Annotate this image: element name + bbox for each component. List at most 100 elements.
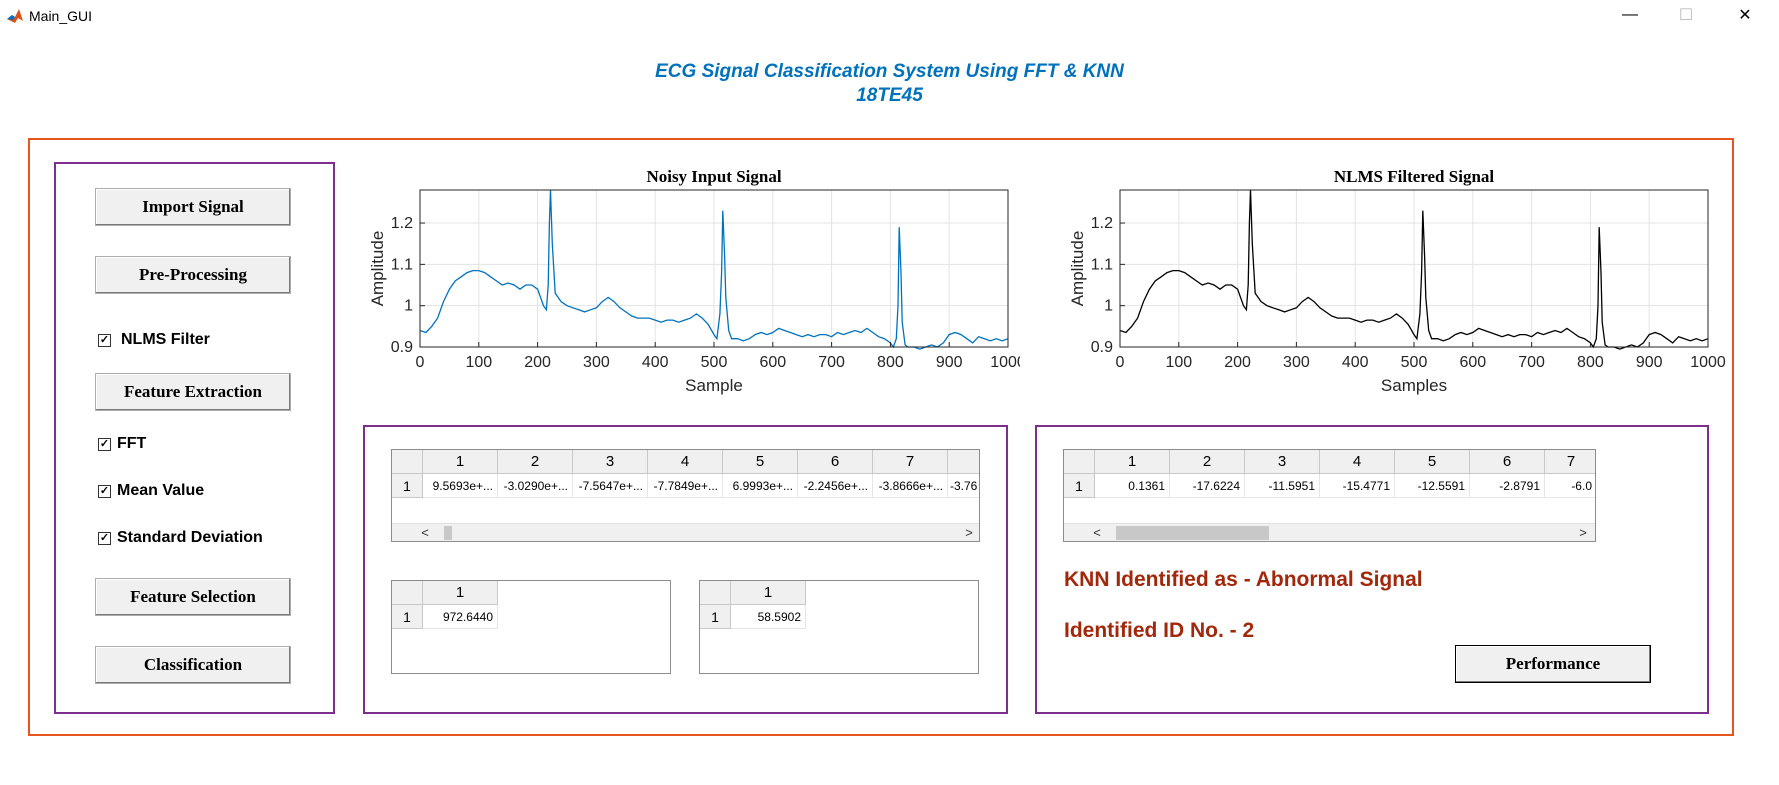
table-cell[interactable]: -2.8791 — [1470, 474, 1545, 498]
column-header[interactable]: 2 — [1170, 450, 1245, 474]
column-header[interactable]: 6 — [1470, 450, 1545, 474]
performance-button[interactable]: Performance — [1455, 645, 1651, 683]
column-header[interactable]: 4 — [1320, 450, 1395, 474]
horizontal-scrollbar[interactable]: < > — [1064, 523, 1595, 541]
checkbox-checked-icon: ✓ — [98, 484, 111, 498]
scrollbar-thumb[interactable] — [1116, 526, 1269, 540]
features-table[interactable]: 1 2 3 4 5 6 7 1 9.5693e+... -3.0290e+...… — [391, 449, 980, 542]
x-axis-label: Sample — [685, 376, 743, 395]
mean-value-checkbox[interactable]: ✓ Mean Value — [98, 482, 204, 500]
table-cell[interactable]: -12.5591 — [1395, 474, 1470, 498]
x-tick-label: 200 — [1224, 354, 1251, 371]
table-corner — [392, 450, 423, 474]
scroll-left-icon[interactable]: < — [1093, 525, 1101, 540]
window-titlebar: Main_GUI — ☐ ✕ — [0, 0, 1779, 32]
table-cell[interactable]: -7.7849e+... — [648, 474, 723, 498]
close-button[interactable]: ✕ — [1738, 7, 1752, 24]
x-axis-label: Samples — [1381, 376, 1447, 395]
import-signal-button[interactable]: Import Signal — [95, 188, 291, 226]
table-cell[interactable]: -3.76 — [948, 474, 979, 498]
app-title: ECG Signal Classification System Using F… — [655, 61, 1124, 82]
row-header[interactable]: 1 — [700, 605, 731, 629]
table-cell[interactable]: 972.6440 — [423, 605, 498, 629]
column-header[interactable]: 7 — [1545, 450, 1595, 474]
fft-checkbox[interactable]: ✓ FFT — [98, 435, 146, 453]
table-cell[interactable]: -15.4771 — [1320, 474, 1395, 498]
x-tick-label: 900 — [936, 354, 963, 371]
x-tick-label: 400 — [1342, 354, 1369, 371]
x-tick-label: 1000 — [990, 354, 1020, 371]
y-axis-label: Amplitude — [1068, 231, 1087, 307]
x-tick-label: 500 — [701, 354, 728, 371]
classification-panel — [1035, 425, 1709, 714]
y-tick-label: 1.2 — [1091, 215, 1113, 232]
x-tick-label: 700 — [1518, 354, 1545, 371]
checkbox-checked-icon: ✓ — [98, 333, 111, 347]
table-cell[interactable]: 0.1361 — [1095, 474, 1170, 498]
table-corner — [700, 581, 731, 605]
chart-title: Noisy Input Signal — [646, 167, 781, 186]
nlms-filtered-chart: 0 100 200 300 400 500 600 700 800 900 1000 0.9 1 1.1 1… — [1068, 167, 1726, 395]
control-panel — [54, 162, 335, 714]
x-tick-label: 400 — [642, 354, 669, 371]
standard-deviation-checkbox[interactable]: ✓ Standard Deviation — [98, 529, 263, 547]
selected-features-table[interactable]: 1 2 3 4 5 6 7 1 0.1361 -17.6224 -11.5951… — [1063, 449, 1596, 542]
column-header[interactable]: 4 — [648, 450, 723, 474]
maximize-button[interactable]: ☐ — [1678, 7, 1694, 24]
table-cell[interactable]: -7.5647e+... — [573, 474, 648, 498]
column-header[interactable]: 6 — [798, 450, 873, 474]
main-frame — [28, 138, 1734, 736]
table-cell[interactable]: -3.0290e+... — [498, 474, 573, 498]
matlab-icon — [6, 7, 24, 25]
column-header[interactable]: 1 — [423, 581, 498, 605]
table-cell[interactable]: 9.5693e+... — [423, 474, 498, 498]
scroll-right-icon[interactable]: > — [1579, 525, 1587, 540]
window-title: Main_GUI — [29, 8, 93, 24]
column-header[interactable]: 3 — [573, 450, 648, 474]
checkbox-checked-icon: ✓ — [98, 437, 111, 451]
chart-title: NLMS Filtered Signal — [1334, 167, 1495, 186]
table-cell[interactable]: -11.5951 — [1245, 474, 1320, 498]
minimize-button[interactable]: — — [1622, 6, 1638, 23]
std-deviation-table[interactable]: 1 1 58.5902 — [699, 580, 979, 674]
preprocessing-button[interactable]: Pre-Processing — [95, 256, 291, 294]
row-header[interactable]: 1 — [392, 605, 423, 629]
column-header[interactable]: 3 — [1245, 450, 1320, 474]
row-header[interactable]: 1 — [1064, 474, 1095, 498]
feature-selection-button[interactable]: Feature Selection — [95, 578, 291, 616]
checkbox-checked-icon: ✓ — [98, 531, 111, 545]
horizontal-scrollbar[interactable]: < > — [392, 523, 979, 541]
column-header[interactable]: 2 — [498, 450, 573, 474]
nlms-filter-checkbox[interactable]: ✓ NLMS Filter — [98, 331, 210, 349]
scrollbar-thumb[interactable] — [444, 526, 452, 540]
column-header[interactable]: 7 — [873, 450, 948, 474]
feature-extraction-panel — [363, 425, 1008, 714]
x-tick-label: 900 — [1636, 354, 1663, 371]
table-cell[interactable]: -17.6224 — [1170, 474, 1245, 498]
signal-line — [419, 189, 1009, 350]
x-tick-label: 300 — [583, 354, 610, 371]
table-cell[interactable]: -6.0 — [1545, 474, 1595, 498]
table-cell[interactable]: 58.5902 — [731, 605, 806, 629]
classification-button[interactable]: Classification — [95, 646, 291, 684]
x-tick-label: 0 — [1116, 354, 1125, 371]
table-cell[interactable]: -3.8666e+... — [873, 474, 948, 498]
scroll-left-icon[interactable]: < — [421, 525, 429, 540]
column-header[interactable]: 1 — [731, 581, 806, 605]
column-header[interactable]: 5 — [723, 450, 798, 474]
row-header[interactable]: 1 — [392, 474, 423, 498]
x-tick-label: 300 — [1283, 354, 1310, 371]
signal-line — [1119, 189, 1709, 350]
feature-extraction-button[interactable]: Feature Extraction — [95, 373, 291, 411]
y-axis-label: Amplitude — [368, 231, 387, 307]
column-header[interactable]: 5 — [1395, 450, 1470, 474]
mean-value-table[interactable]: 1 1 972.6440 — [391, 580, 671, 674]
column-header[interactable]: 1 — [423, 450, 498, 474]
table-cell[interactable]: -2.2456e+... — [798, 474, 873, 498]
column-header[interactable]: 1 — [1095, 450, 1170, 474]
y-tick-label: 1 — [1104, 298, 1113, 315]
table-cell[interactable]: 6.9993e+... — [723, 474, 798, 498]
identified-id-text: Identified ID No. - 2 — [1064, 619, 1255, 642]
x-tick-label: 800 — [1577, 354, 1604, 371]
scroll-right-icon[interactable]: > — [965, 525, 973, 540]
